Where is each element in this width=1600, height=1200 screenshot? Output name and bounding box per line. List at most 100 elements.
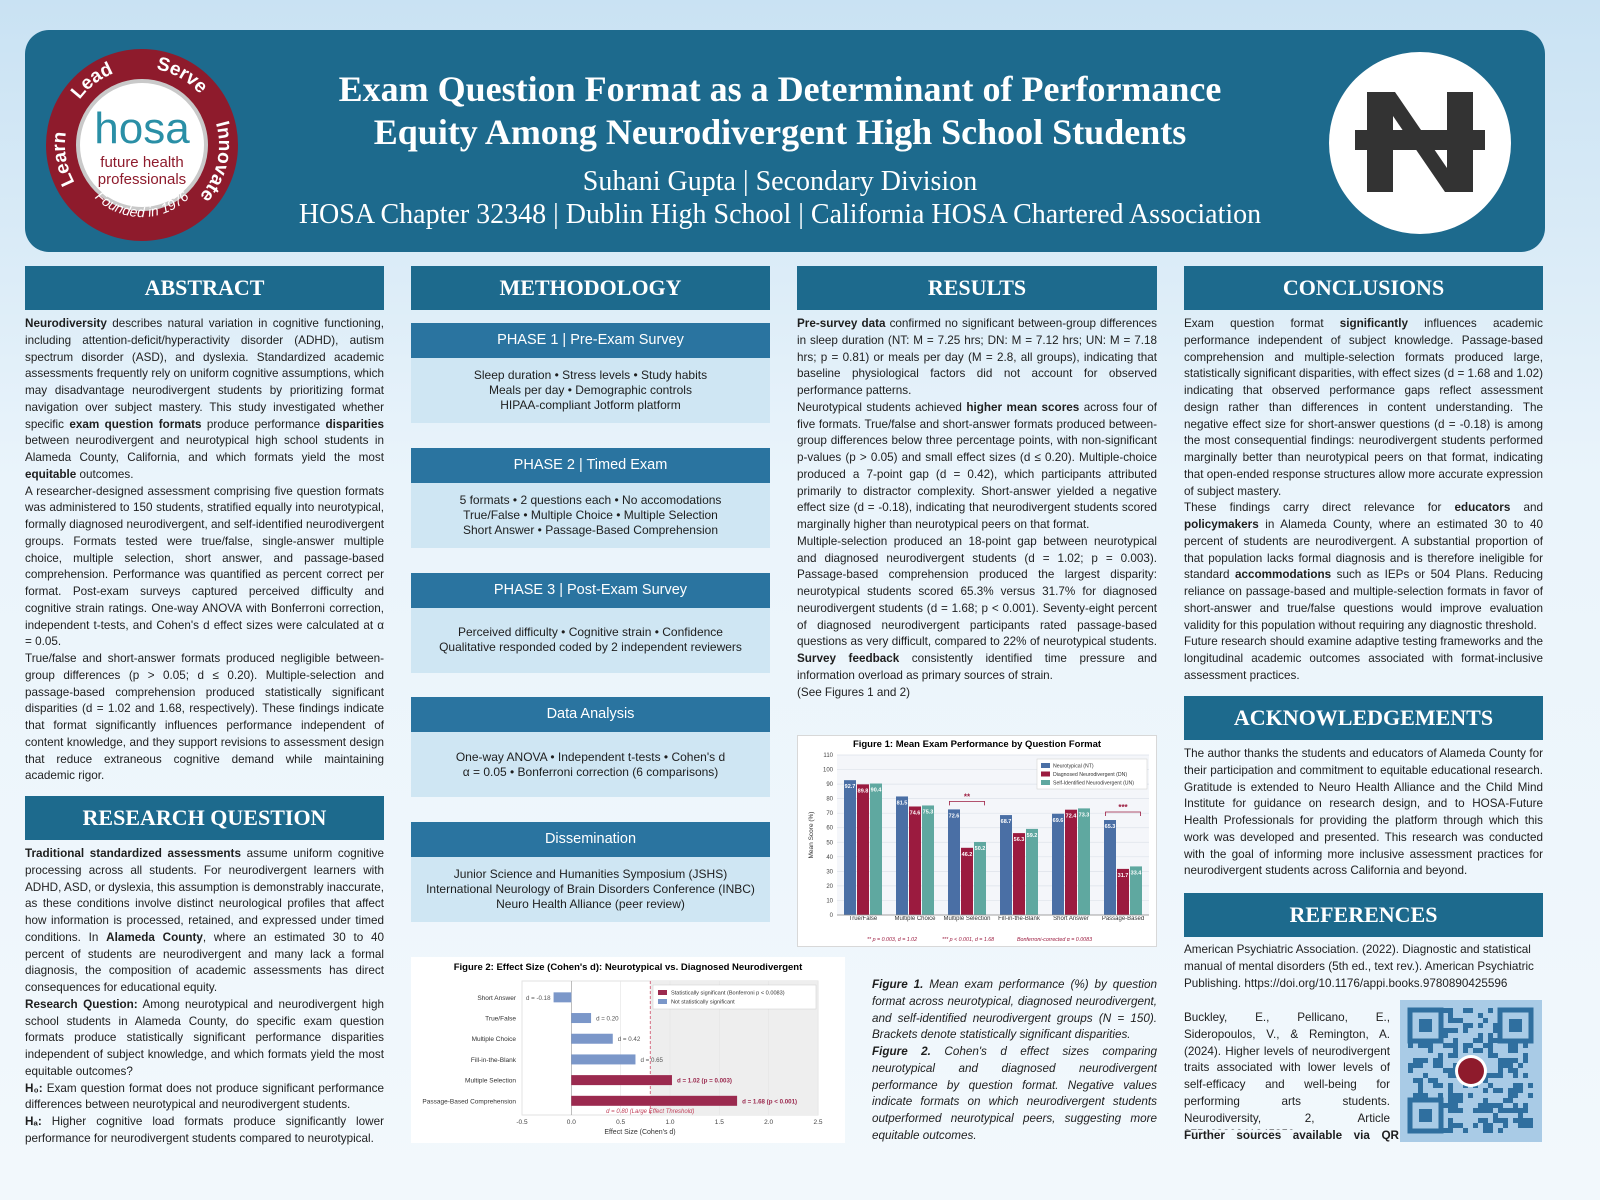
bar — [1078, 808, 1090, 915]
qr-module — [1513, 1103, 1518, 1108]
text-run: Among neurotypical and neurodivergent hi… — [25, 997, 384, 1078]
qr-module — [1453, 1108, 1458, 1113]
paragraph: Figure 2. Cohen's d effect sizes compari… — [872, 1044, 1157, 1145]
text-run: produce performance — [201, 417, 326, 431]
qr-module — [1438, 1058, 1443, 1063]
bar — [870, 783, 882, 915]
qr-module — [1493, 1028, 1498, 1033]
qr-module — [1418, 1063, 1423, 1068]
qr-module — [1488, 1123, 1493, 1128]
qr-module — [1498, 1073, 1503, 1078]
value-label: 74.6 — [910, 810, 921, 816]
qr-module — [1453, 1073, 1458, 1078]
legend-label: Statistically significant (Bonferroni p … — [671, 991, 785, 997]
qr-module — [1513, 1073, 1518, 1078]
author: Suhani Gupta | Secondary Division — [582, 166, 978, 197]
qr-module — [1488, 1043, 1493, 1048]
qr-module — [1428, 1048, 1433, 1053]
y-tick-label: 50 — [826, 840, 833, 846]
bold-run: Survey feedback — [797, 652, 900, 665]
qr-module — [1428, 1043, 1433, 1048]
paragraph: Hₐ: Higher cognitive load formats produc… — [25, 1114, 384, 1146]
qr-module — [1448, 1103, 1453, 1108]
qr-module — [1453, 1038, 1458, 1043]
qr-module — [1513, 1088, 1518, 1093]
bold-run: Traditional standardized assessments — [25, 847, 241, 860]
x-tick-label-box: Multiple Choice — [894, 916, 936, 922]
text-run: influences academic performance independ… — [1184, 317, 1543, 498]
qr-module — [1463, 1008, 1468, 1013]
qr-module — [1448, 1008, 1453, 1013]
value-label: 90.4 — [871, 788, 883, 794]
qr-module — [1508, 1068, 1513, 1073]
section-header: RESULTS — [797, 266, 1157, 310]
legend-label: Diagnosed Neurodivergent (DN) — [1053, 772, 1127, 778]
qr-module — [1468, 1093, 1473, 1098]
y-tick-label: 10 — [826, 898, 833, 904]
qr-module — [1523, 1058, 1528, 1063]
qr-module — [1503, 1058, 1508, 1063]
phase-box: Sleep duration • Stress levels • Study h… — [411, 358, 770, 423]
legend-box — [1036, 758, 1148, 790]
x-tick-label: Fill-in-the-Blank — [998, 916, 1040, 922]
section-body: Neurodiversity describes natural variati… — [25, 316, 384, 786]
qr-module — [1433, 1058, 1438, 1063]
reference-note: Further sources available via QR code. — [1184, 1129, 1399, 1146]
y-tick-label: 100 — [823, 768, 834, 774]
phase-header: Dissemination — [411, 822, 770, 858]
qr-module — [1513, 1108, 1518, 1113]
qr-module — [1448, 1018, 1453, 1023]
section-header: REFERENCES — [1184, 893, 1543, 937]
section-header: CONCLUSIONS — [1184, 266, 1543, 310]
qr-module — [1463, 1023, 1468, 1028]
value-label: 59.2 — [1027, 833, 1038, 839]
qr-module — [1518, 1063, 1523, 1068]
paragraph: (See Figures 1 and 2) — [797, 685, 911, 699]
qr-module — [1503, 1118, 1508, 1123]
legend-label: Not statistically significant — [671, 1000, 735, 1006]
text-run: Multiple-selection produced an 18-point … — [797, 534, 1157, 649]
value-label: 72.4 — [1066, 814, 1078, 820]
bar — [571, 1075, 672, 1086]
x-tick-label-box: True/False — [849, 916, 877, 922]
x-tick-label: 2.5 — [813, 1119, 822, 1126]
qr-module — [1498, 1128, 1503, 1133]
value-label: 92.7 — [845, 784, 856, 790]
qr-module — [1493, 1113, 1498, 1118]
qr-module — [1508, 1058, 1513, 1063]
qr-module — [1488, 1008, 1493, 1013]
x-tick-label: Multiple Choice — [894, 916, 936, 922]
qr-module — [1488, 1128, 1493, 1133]
qr-finder — [1419, 1109, 1432, 1122]
qr-module — [1508, 1108, 1513, 1113]
qr-module — [1418, 1088, 1423, 1093]
text-run: These findings carry direct relevance fo… — [1184, 501, 1455, 515]
qr-module — [1493, 1088, 1498, 1093]
qr-module — [1453, 1098, 1458, 1103]
qr-module — [1428, 1078, 1433, 1083]
y-tick-label: Multiple Choice — [472, 1036, 517, 1043]
qr-module — [1518, 1123, 1523, 1128]
value-label: 75.3 — [923, 809, 934, 815]
qr-module — [1488, 1073, 1493, 1078]
paragraph: American Psychiatric Association. (2022)… — [1184, 943, 1534, 990]
qr-module — [1448, 1093, 1453, 1098]
bar — [909, 806, 921, 915]
qr-module — [1433, 1063, 1438, 1068]
qr-module — [1518, 1108, 1523, 1113]
bar — [974, 841, 986, 915]
bar — [571, 1033, 613, 1044]
significance-label: ** — [964, 792, 971, 801]
qr-module — [1408, 1043, 1413, 1048]
bold-run: policymakers — [1184, 518, 1259, 531]
qr-module — [1483, 1078, 1488, 1083]
x-tick-label: 0.5 — [616, 1119, 625, 1126]
qr-module — [1463, 1128, 1468, 1133]
value-label: d = 1.02 (p = 0.003) — [677, 1078, 732, 1085]
qr-finder — [1509, 1019, 1522, 1032]
qr-module — [1463, 1043, 1468, 1048]
qr-module — [1508, 1063, 1513, 1068]
y-tick-label: 0 — [830, 913, 834, 919]
phase-line: One-way ANOVA • Independent t-tests • Co… — [455, 749, 726, 764]
qr-module — [1488, 1048, 1493, 1053]
